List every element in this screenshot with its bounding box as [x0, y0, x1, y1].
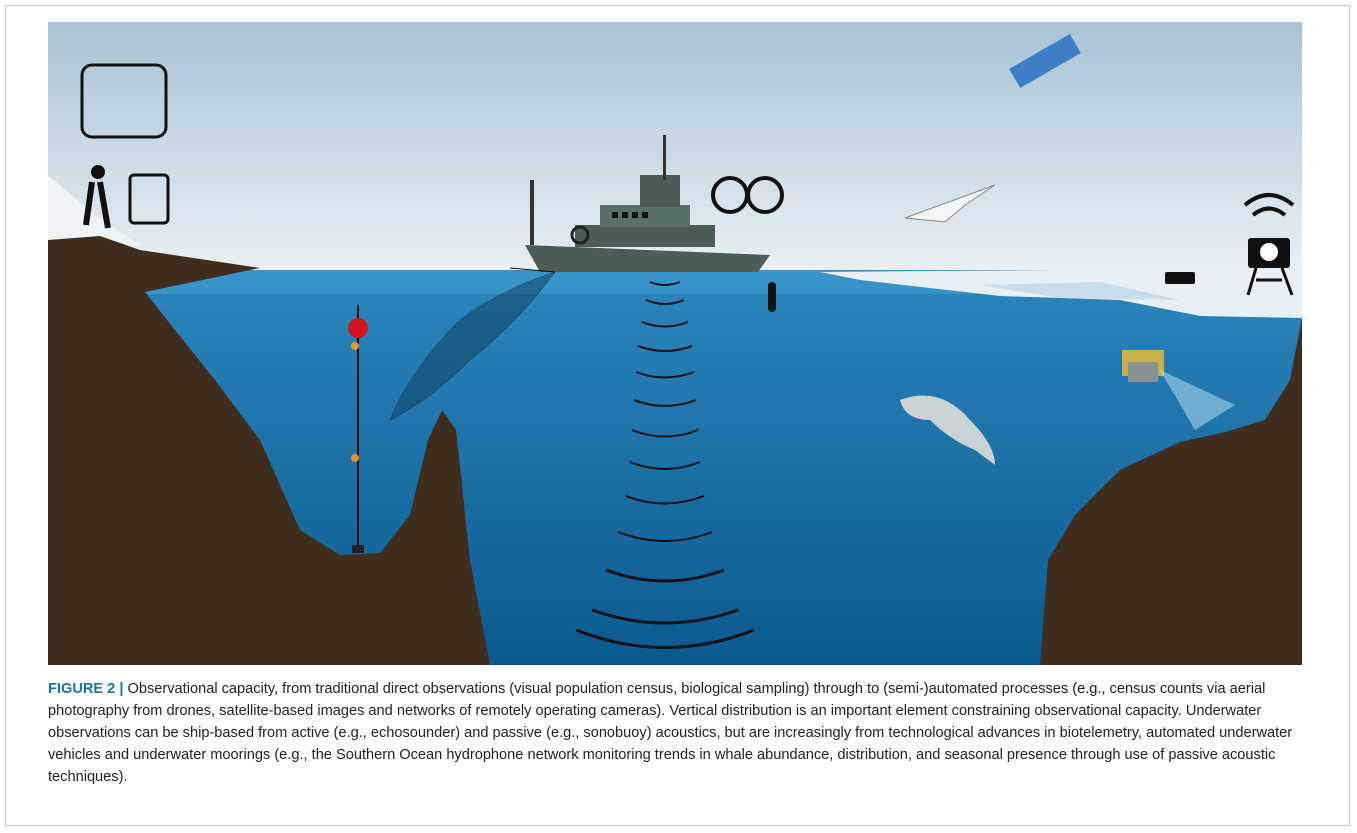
caption: FIGURE 2 | Observational capacity, from …: [48, 678, 1316, 788]
figure-label: FIGURE 2 |: [48, 681, 123, 697]
illustration: [48, 22, 1302, 665]
caption-text: Observational capacity, from traditional…: [48, 681, 1292, 785]
